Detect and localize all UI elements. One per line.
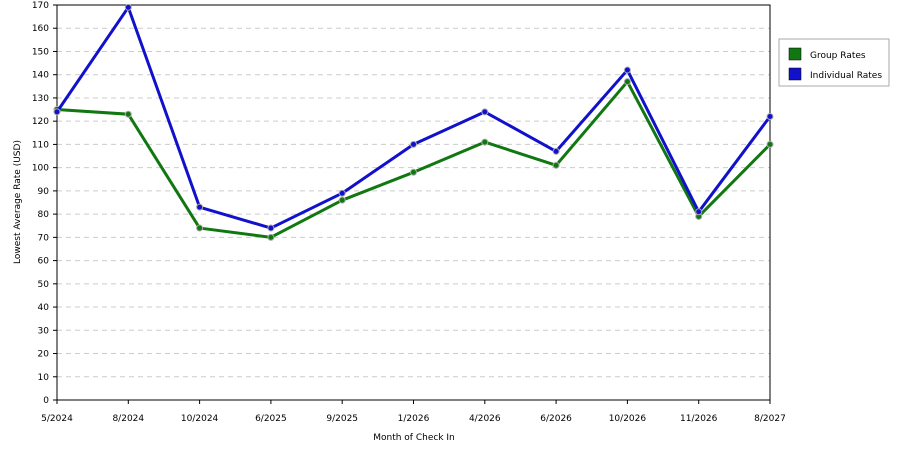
legend-swatch xyxy=(788,47,802,61)
point xyxy=(481,108,489,116)
x-tick-label: 8/2027 xyxy=(754,414,786,424)
point xyxy=(695,208,703,216)
y-axis-title: Lowest Average Rate (USD) xyxy=(13,140,23,264)
point xyxy=(338,189,346,197)
y-tick-label: 70 xyxy=(38,233,50,243)
y-tick-label: 30 xyxy=(38,326,50,336)
x-tick-label: 1/2026 xyxy=(398,414,430,424)
x-axis-title: Month of Check In xyxy=(373,433,455,443)
legend-swatch xyxy=(788,67,802,81)
point xyxy=(766,140,774,148)
point xyxy=(53,108,61,116)
point xyxy=(124,3,132,11)
point xyxy=(196,203,204,211)
point xyxy=(338,196,346,204)
point xyxy=(410,140,417,148)
y-tick-label: 170 xyxy=(32,1,49,11)
point xyxy=(267,233,275,241)
point xyxy=(267,224,275,232)
y-tick-label: 120 xyxy=(32,117,49,127)
line-series xyxy=(55,5,772,230)
y-tick-label: 40 xyxy=(38,303,50,313)
y-tick-label: 10 xyxy=(38,373,50,383)
y-tick-label: 140 xyxy=(32,71,49,81)
x-tick-label: 5/2024 xyxy=(41,414,73,424)
y-tick-label: 150 xyxy=(32,47,49,57)
legend-label: Individual Rates xyxy=(810,71,882,81)
y-tick-label: 50 xyxy=(38,280,50,290)
y-tick-label: 80 xyxy=(38,210,50,220)
point xyxy=(552,147,560,155)
y-tick-label: 160 xyxy=(32,24,49,34)
point xyxy=(623,66,631,74)
x-tick-label: 11/2026 xyxy=(680,414,718,424)
x-tick-label: 10/2026 xyxy=(609,414,647,424)
plot-frame xyxy=(56,4,771,401)
x-tick-label: 9/2025 xyxy=(326,414,358,424)
y-tick-label: 20 xyxy=(38,350,50,360)
x-tick-label: 10/2024 xyxy=(181,414,219,424)
point xyxy=(623,78,631,86)
y-tick-label: 110 xyxy=(32,140,49,150)
y-tick-label: 100 xyxy=(32,164,49,174)
y-tick-label: 90 xyxy=(38,187,50,197)
point xyxy=(124,110,132,118)
point xyxy=(410,168,417,176)
point xyxy=(552,161,560,169)
point xyxy=(196,224,204,232)
x-tick-label: 8/2024 xyxy=(112,414,144,424)
x-tick-label: 6/2025 xyxy=(255,414,287,424)
point xyxy=(766,113,774,121)
point xyxy=(481,138,489,146)
y-tick-label: 60 xyxy=(38,257,50,267)
y-tick-label: 130 xyxy=(32,94,49,104)
x-tick-label: 6/2026 xyxy=(540,414,572,424)
x-tick-label: 4/2026 xyxy=(469,414,501,424)
legend-label: Group Rates xyxy=(810,51,866,61)
y-tick-label: 0 xyxy=(43,396,49,406)
